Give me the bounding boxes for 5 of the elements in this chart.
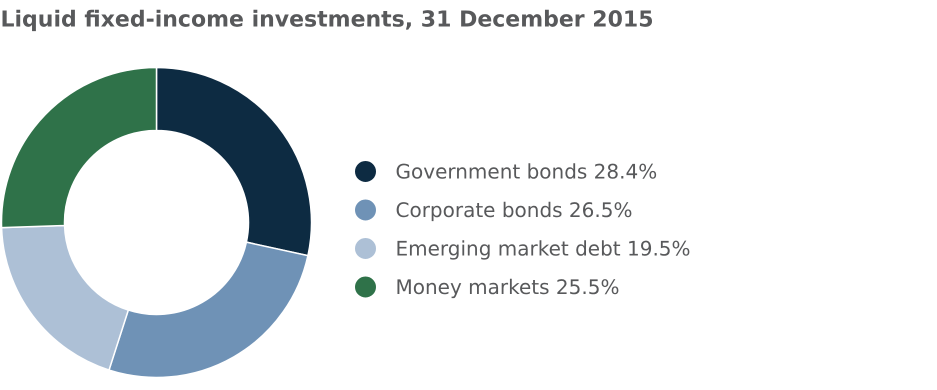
legend-label: Money markets 25.5% [396,275,620,299]
legend-label: Corporate bonds 26.5% [396,198,632,222]
chart-title: Liquid fixed-income investments, 31 December 2015 [0,8,654,32]
legend-label: Emerging market debt 19.5% [396,236,691,260]
legend-label: Government bonds 28.4% [396,160,658,184]
